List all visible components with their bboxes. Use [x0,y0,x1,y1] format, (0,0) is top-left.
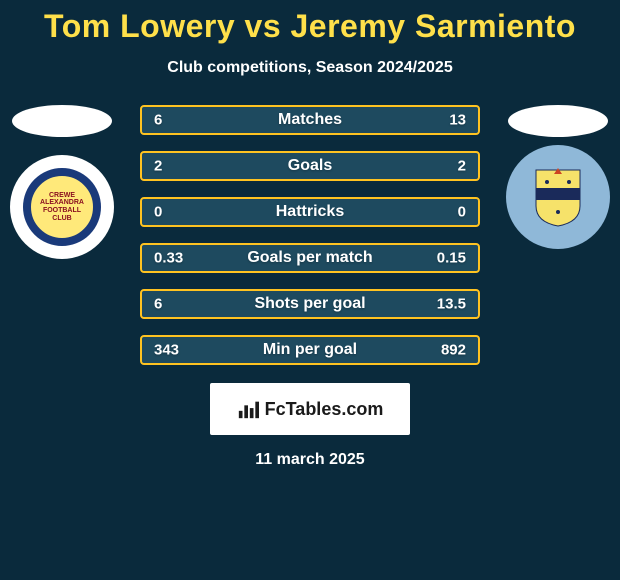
page-title: Tom Lowery vs Jeremy Sarmiento [0,8,620,45]
stat-value-left: 6 [154,296,162,313]
stat-label: Matches [278,111,342,129]
snapshot-date: 11 march 2025 [0,451,620,469]
stat-label: Shots per goal [254,295,365,313]
stat-value-right: 0 [458,204,466,221]
stat-label: Goals [288,157,332,175]
stat-value-left: 343 [154,342,179,359]
stat-value-right: 892 [441,342,466,359]
stat-label: Goals per match [247,249,372,267]
stat-value-left: 0 [154,204,162,221]
stat-value-right: 13 [449,112,466,129]
stat-value-right: 13.5 [437,296,466,313]
right-side [498,105,618,249]
stat-label: Hattricks [276,203,344,221]
stat-bar: 343 Min per goal 892 [140,335,480,365]
comparison-card: Tom Lowery vs Jeremy Sarmiento Club comp… [0,0,620,580]
subtitle: Club competitions, Season 2024/2025 [0,59,620,77]
stat-value-right: 2 [458,158,466,175]
crest-left-text: CREWE ALEXANDRA FOOTBALL CLUB [31,186,93,229]
stat-bar: 6 Matches 13 [140,105,480,135]
stat-value-left: 2 [154,158,162,175]
player-photo-right [508,105,608,137]
stat-value-left: 0.33 [154,250,183,267]
club-crest-left-inner: CREWE ALEXANDRA FOOTBALL CLUB [23,168,101,246]
fctables-watermark: FcTables.com [210,383,410,435]
player-photo-left [12,105,112,137]
stat-bar: 6 Shots per goal 13.5 [140,289,480,319]
stat-value-left: 6 [154,112,162,129]
stat-value-right: 0.15 [437,250,466,267]
main-row: CREWE ALEXANDRA FOOTBALL CLUB 6 Matches 13… [0,105,620,365]
stat-bar: 2 Goals 2 [140,151,480,181]
left-side: CREWE ALEXANDRA FOOTBALL CLUB [2,105,122,259]
club-crest-right [506,145,610,249]
club-crest-left: CREWE ALEXANDRA FOOTBALL CLUB [10,155,114,259]
chart-bars-icon [237,398,259,420]
stat-label: Min per goal [263,341,357,359]
fctables-text: FcTables.com [265,399,384,420]
stat-bar: 0.33 Goals per match 0.15 [140,243,480,273]
crest-right-shield [532,166,584,228]
stat-bars: 6 Matches 13 2 Goals 2 0 Hattricks 0 0.33 Goals pe… [140,105,480,365]
stat-bar: 0 Hattricks 0 [140,197,480,227]
